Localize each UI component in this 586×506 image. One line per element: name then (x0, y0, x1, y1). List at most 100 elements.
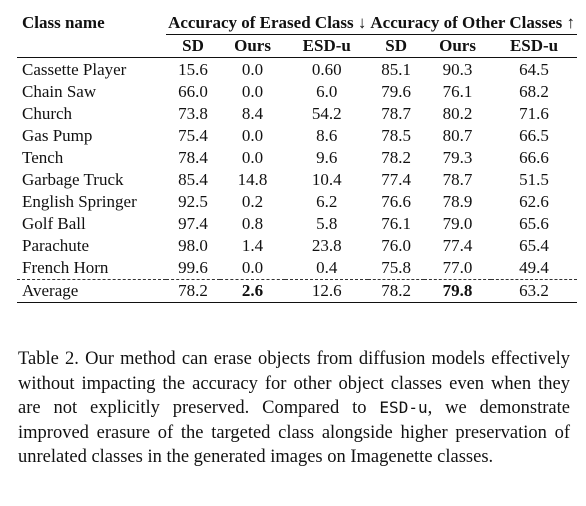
value-cell: 51.5 (519, 170, 549, 189)
value-cell: 78.9 (442, 192, 473, 211)
table-row: French Horn 99.6 0.0 0.4 75.8 77.0 49.4 (17, 257, 577, 280)
value-cell: 0.60 (311, 60, 342, 79)
value-cell: 54.2 (311, 104, 342, 123)
value-cell: 77.0 (442, 258, 473, 277)
average-value-cell: 2.6 (219, 279, 286, 303)
table-row: Parachute 98.0 1.4 23.8 76.0 77.4 65.4 (17, 235, 577, 257)
value-cell: 78.7 (381, 104, 412, 123)
value-cell: 76.1 (381, 214, 412, 233)
value-cell: 76.6 (381, 192, 412, 211)
col-ours-other: Ours (423, 34, 492, 58)
value-cell: 0.8 (241, 214, 264, 233)
table-caption: Table 2. Our method can erase objects fr… (18, 347, 570, 470)
table-row: English Springer 92.5 0.2 6.2 76.6 78.9 62.6 (17, 191, 577, 213)
value-cell: 78.5 (381, 126, 412, 145)
class-name-cell: Parachute (22, 236, 90, 255)
value-cell: 10.4 (311, 170, 342, 189)
value-cell: 62.6 (519, 192, 549, 211)
value-cell: 79.3 (442, 148, 473, 167)
value-cell: 80.7 (442, 126, 473, 145)
table-body: Cassette Player 15.6 0.0 0.60 85.1 90.3 64.5 Ch… (17, 58, 577, 303)
class-name-cell: Church (22, 104, 73, 123)
results-table: Class name Accuracy of Erased Class ↓ Ac… (17, 12, 577, 303)
value-cell: 78.4 (178, 148, 208, 167)
value-cell: 5.8 (316, 214, 338, 233)
erased-accuracy-header: Accuracy of Erased Class ↓ (166, 12, 369, 35)
value-cell: 79.0 (442, 214, 473, 233)
value-cell: 6.2 (316, 192, 338, 211)
class-name-cell: Gas Pump (22, 126, 93, 145)
value-cell: 14.8 (237, 170, 268, 189)
value-cell: 65.4 (519, 236, 549, 255)
col-sd-other: SD (368, 34, 424, 58)
value-cell: 90.3 (442, 60, 473, 79)
class-name-header: Class name (22, 13, 105, 32)
class-name-cell: Chain Saw (22, 82, 97, 101)
sub-header-row: SD Ours ESD-u SD Ours ESD-u (17, 34, 577, 58)
group-header-row: Class name Accuracy of Erased Class ↓ Ac… (17, 12, 577, 35)
value-cell: 77.4 (381, 170, 412, 189)
average-value-cell: 78.2 (166, 279, 220, 303)
value-cell: 0.4 (316, 258, 338, 277)
class-name-cell: Cassette Player (22, 60, 127, 79)
value-cell: 97.4 (178, 214, 208, 233)
value-cell: 73.8 (178, 104, 208, 123)
blank-header (17, 34, 167, 58)
average-value-cell: 79.8 (423, 279, 492, 303)
caption-text-2: , we demonstrate improved erasure of the… (18, 398, 570, 467)
col-esdu-erased: ESD-u (285, 34, 369, 58)
value-cell: 6.0 (316, 82, 338, 101)
value-cell: 78.2 (381, 148, 412, 167)
value-cell: 65.6 (519, 214, 549, 233)
value-cell: 1.4 (241, 236, 264, 255)
value-cell: 66.6 (519, 148, 549, 167)
value-cell: 49.4 (519, 258, 549, 277)
class-name-cell: Garbage Truck (22, 170, 124, 189)
col-esdu-other: ESD-u (491, 34, 577, 58)
value-cell: 15.6 (178, 60, 208, 79)
value-cell: 0.0 (241, 60, 264, 79)
average-value-cell: 78.2 (368, 279, 424, 303)
value-cell: 68.2 (519, 82, 549, 101)
value-cell: 9.6 (316, 148, 338, 167)
value-cell: 85.4 (178, 170, 208, 189)
value-cell: 77.4 (442, 236, 473, 255)
average-label: Average (17, 279, 167, 303)
value-cell: 0.0 (241, 82, 264, 101)
table-row: Tench 78.4 0.0 9.6 78.2 79.3 66.6 (17, 147, 577, 169)
value-cell: 8.6 (316, 126, 338, 145)
class-name-cell: English Springer (22, 192, 137, 211)
table-row: Golf Ball 97.4 0.8 5.8 76.1 79.0 65.6 (17, 213, 577, 235)
table-row: Church 73.8 8.4 54.2 78.7 80.2 71.6 (17, 103, 577, 125)
value-cell: 92.5 (178, 192, 208, 211)
value-cell: 78.7 (442, 170, 473, 189)
col-sd-erased: SD (166, 34, 220, 58)
value-cell: 0.0 (241, 148, 264, 167)
table-row: Gas Pump 75.4 0.0 8.6 78.5 80.7 66.5 (17, 125, 577, 147)
col-ours-erased: Ours (219, 34, 286, 58)
value-cell: 76.1 (442, 82, 473, 101)
value-cell: 0.0 (241, 258, 264, 277)
caption-code: ESD-u (379, 398, 428, 417)
value-cell: 75.4 (178, 126, 208, 145)
value-cell: 66.5 (519, 126, 549, 145)
value-cell: 0.2 (241, 192, 264, 211)
table-row: Garbage Truck 85.4 14.8 10.4 77.4 78.7 51.5 (17, 169, 577, 191)
caption-text-1: Table 2. Our method can erase objects fr… (18, 349, 570, 418)
value-cell: 79.6 (381, 82, 412, 101)
class-name-cell: French Horn (22, 258, 109, 277)
average-row: Average 78.2 2.6 12.6 78.2 79.8 63.2 (17, 279, 577, 303)
average-value-cell: 12.6 (285, 279, 369, 303)
value-cell: 71.6 (519, 104, 549, 123)
value-cell: 76.0 (381, 236, 412, 255)
value-cell: 99.6 (178, 258, 208, 277)
value-cell: 66.0 (178, 82, 208, 101)
value-cell: 85.1 (381, 60, 412, 79)
value-cell: 0.0 (241, 126, 264, 145)
class-name-cell: Tench (22, 148, 64, 167)
average-value-cell: 63.2 (491, 279, 577, 303)
table-row: Chain Saw 66.0 0.0 6.0 79.6 76.1 68.2 (17, 81, 577, 103)
value-cell: 8.4 (241, 104, 264, 123)
value-cell: 80.2 (442, 104, 473, 123)
